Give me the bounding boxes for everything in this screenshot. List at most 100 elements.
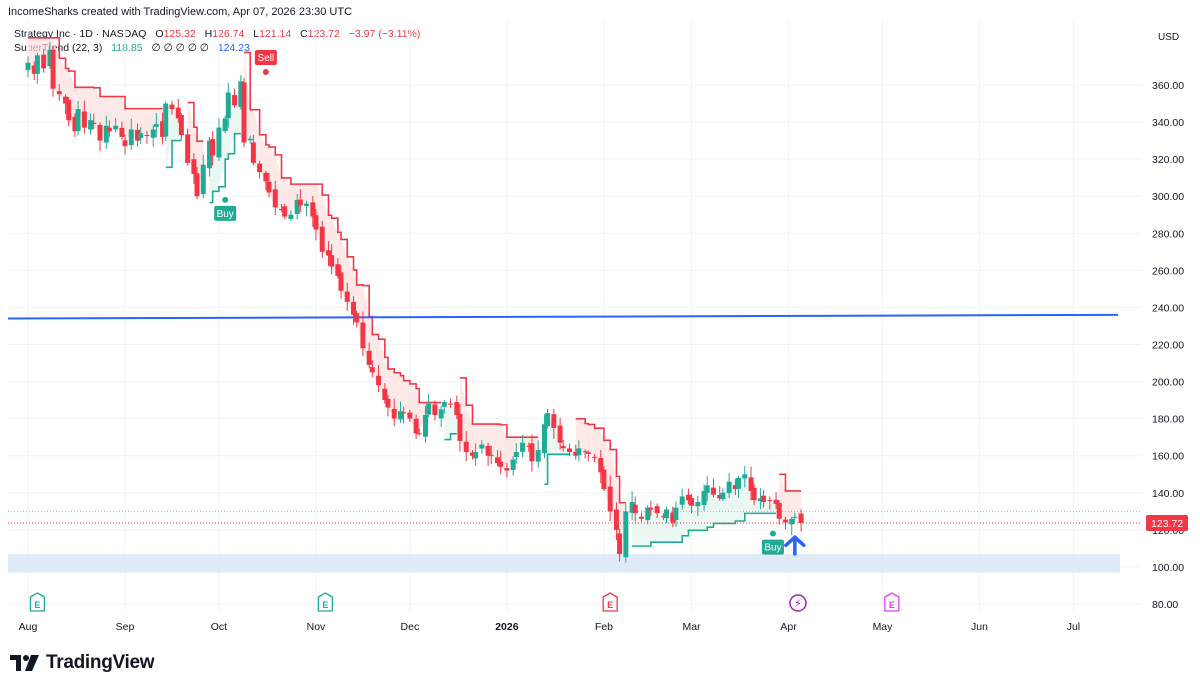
candle-down xyxy=(798,513,804,523)
candle-up xyxy=(629,502,635,513)
high-label: H xyxy=(204,28,213,40)
earnings-event-icon xyxy=(29,592,46,612)
candle-down xyxy=(354,313,360,323)
time-axis[interactable]: Aug Sep Oct Nov Dec 2026 Feb Mar Apr May Jun Jul xyxy=(19,621,1080,633)
candle-down xyxy=(385,398,391,408)
candle-up xyxy=(113,125,119,130)
candle-down xyxy=(566,448,572,453)
candle-down xyxy=(551,414,557,428)
candle-down xyxy=(144,134,150,136)
candle-down xyxy=(529,443,535,462)
candle-up xyxy=(520,442,526,452)
last-price-badge-text: 123.72 xyxy=(1151,518,1183,530)
candle-down xyxy=(582,451,588,453)
time-tick-label: Jul xyxy=(1067,621,1080,633)
tradingview-logo-icon xyxy=(10,655,39,671)
candle-up xyxy=(423,414,429,437)
price-axis[interactable]: 360.00 340.00 320.00 300.00 280.00 260.00 240.… xyxy=(1152,80,1184,611)
buy-marker-badge xyxy=(214,205,237,221)
trend-line[interactable] xyxy=(7,313,1119,320)
candle-up xyxy=(441,401,447,407)
sell-marker-badge xyxy=(254,50,277,66)
supertrend-fill-up xyxy=(165,103,182,168)
supertrend-line-down xyxy=(28,37,163,110)
candle-up xyxy=(103,125,109,143)
candle-down xyxy=(135,129,141,141)
candle-up xyxy=(704,485,710,493)
price-tick-label: 160.00 xyxy=(1152,451,1184,463)
candle-up xyxy=(673,507,679,521)
candle-up xyxy=(535,450,541,462)
buy-marker-label: Buy xyxy=(764,543,781,554)
indicator-value-2: 124.23 xyxy=(217,42,250,54)
earnings-event-icon xyxy=(602,592,618,612)
candle-up xyxy=(25,62,31,71)
price-tick-label: 300.00 xyxy=(1152,191,1184,203)
event-markers: E E E ⚡ E xyxy=(29,592,900,612)
candle-down xyxy=(598,458,604,473)
buy-marker-badge xyxy=(761,539,784,555)
candle-down xyxy=(169,104,175,110)
tradingview-logo-text: TradingView xyxy=(46,652,155,673)
earnings-event-glyph: E xyxy=(34,600,40,610)
candle-down xyxy=(654,506,660,514)
supertrend-line-down xyxy=(187,101,204,142)
price-tick-label: 240.00 xyxy=(1152,302,1184,314)
candle-up xyxy=(288,214,294,219)
price-tick-label: 320.00 xyxy=(1152,154,1184,166)
candle-up xyxy=(576,448,582,456)
attribution-header: IncomeSharks created with TradingView.co… xyxy=(8,6,353,18)
candle-down xyxy=(401,412,407,414)
price-tick-label: 360.00 xyxy=(1152,80,1184,92)
supertrend-line-down xyxy=(459,377,539,438)
candle-down xyxy=(685,494,691,501)
buy-marker-dot xyxy=(769,530,776,537)
candle-down xyxy=(585,452,591,454)
supertrend-fill-down xyxy=(459,377,539,471)
flash-event-icon xyxy=(789,594,807,612)
candle-up xyxy=(757,498,763,502)
candle-up xyxy=(645,507,651,521)
candle-down xyxy=(241,82,247,143)
candle-up xyxy=(664,509,670,519)
candle-down xyxy=(732,485,738,490)
candle-down xyxy=(407,412,413,419)
candle-down xyxy=(382,388,388,401)
candle-up xyxy=(726,481,732,494)
price-tick-label: 260.00 xyxy=(1152,265,1184,277)
candle-up xyxy=(426,403,432,415)
candle-down xyxy=(191,159,197,174)
candle-up xyxy=(510,459,516,471)
price-tick-label: 220.00 xyxy=(1152,340,1184,352)
low-value: 121.14 xyxy=(259,28,292,40)
candle-down xyxy=(557,425,563,443)
candle-down xyxy=(416,433,422,435)
candle-down xyxy=(560,446,566,449)
time-tick-label: Aug xyxy=(19,621,38,633)
earnings-event-glyph: E xyxy=(889,600,895,610)
candle-up xyxy=(479,444,485,449)
candle-down xyxy=(776,502,782,519)
supertrend-fill-down xyxy=(187,102,204,197)
time-tick-label: 2026 xyxy=(495,621,519,633)
supertrend-line-up xyxy=(444,432,457,441)
symbol-name[interactable]: Strategy Inc · 1D · NASDAQ xyxy=(14,28,147,40)
candle-down xyxy=(638,516,644,519)
sell-marker-dot xyxy=(262,69,269,76)
candle-down xyxy=(495,457,500,464)
candle-down xyxy=(351,301,357,315)
indicator-value-1: 118.85 xyxy=(111,42,143,54)
last-price-badge: 123.72 xyxy=(1146,514,1188,531)
candle-down xyxy=(607,486,613,512)
candle-up xyxy=(222,118,228,132)
supertrend-line-down xyxy=(243,51,442,404)
candle-down xyxy=(717,494,723,499)
supertrend-lines xyxy=(28,37,802,547)
candle-up xyxy=(150,129,156,138)
candle-down xyxy=(463,441,469,453)
candle-up xyxy=(47,49,53,67)
price-tick-label: 340.00 xyxy=(1152,117,1184,129)
candle-down xyxy=(91,122,97,124)
candle-down xyxy=(66,100,72,121)
